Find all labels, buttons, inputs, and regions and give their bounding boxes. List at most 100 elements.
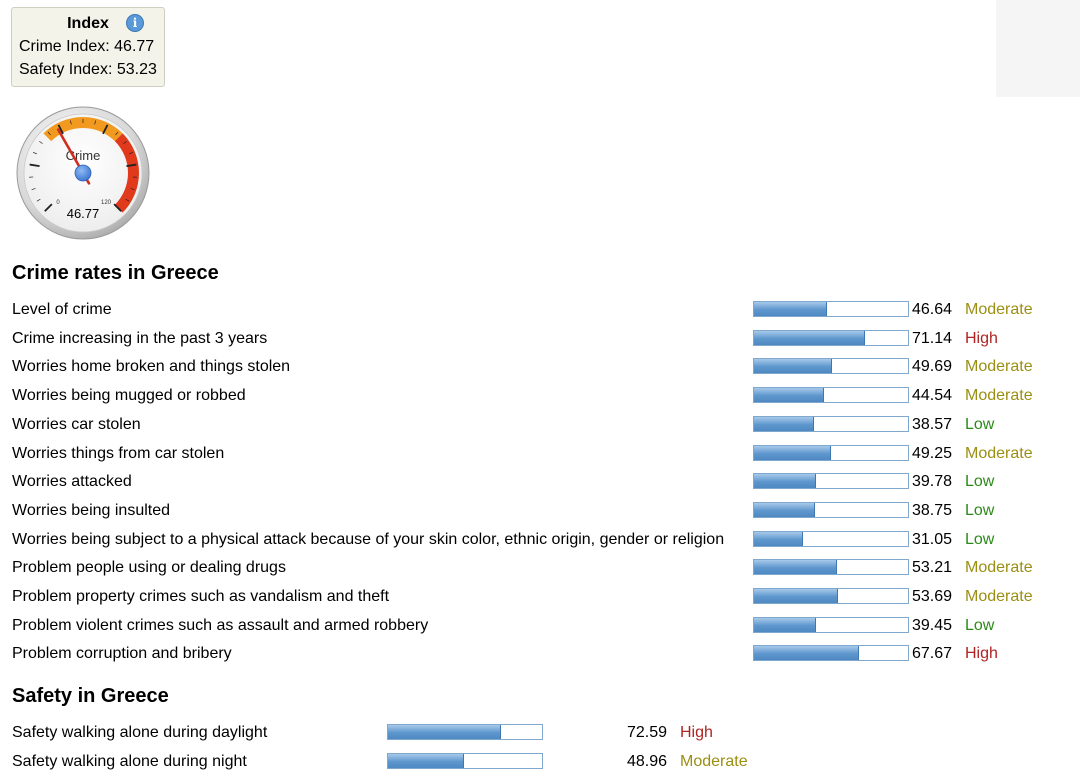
index-summary-box: Index i Crime Index: 46.77 Safety Index:… [11,7,165,87]
metric-level: Low [965,415,995,433]
gauge-minor-tick [130,188,135,191]
gauge-major-tick [44,203,53,212]
crime-rate-row: Problem violent crimes such as assault a… [12,615,1072,637]
metric-value: 48.96 [627,753,668,770]
metric-value: 31.05 [912,530,953,548]
metric-bar [753,444,909,461]
safety-index-value: 53.23 [116,61,157,78]
gauge-major-tick [113,203,122,212]
crime-rate-row: Worries attacked 39.78 Low [12,471,1072,493]
crime-rate-row: Worries car stolen 38.57 Low [12,414,1072,436]
crime-rate-row: Problem corruption and bribery 67.67 High [12,643,1072,665]
metric-label: Worries home broken and things stolen [12,358,291,376]
crime-rate-row: Level of crime 46.64 Moderate [12,299,1072,321]
gauge-minor-tick [31,188,36,191]
crime-rate-row: Worries things from car stolen 49.25 Moder… [12,443,1072,465]
metric-label: Problem property crimes such as vandalis… [12,588,390,605]
metric-bar-fill [388,754,465,768]
metric-level: Low [965,530,995,548]
crime-rate-row: Worries home broken and things stolen 49.… [12,356,1072,378]
gauge-minor-tick [70,120,72,125]
metric-level: Low [965,616,995,634]
metric-bar [753,387,909,404]
crime-index-row: Crime Index: 46.77 [19,35,164,58]
metric-bar-fill [754,474,817,489]
crime-rates-heading: Crime rates in Greece [12,262,219,284]
metric-bar [753,645,909,662]
metric-level: High [965,329,998,347]
metric-bar-fill [754,560,837,575]
metric-bar [753,559,909,576]
gauge-minor-tick [125,198,130,202]
metric-bar-fill [754,646,860,661]
metric-label: Level of crime [12,301,112,318]
crime-rate-row: Worries being subject to a physical atta… [12,529,1072,551]
metric-bar [753,501,909,518]
metric-bar [753,473,909,490]
metric-bar-fill [754,617,816,632]
metric-level: High [965,645,998,663]
metric-level: Moderate [965,301,1033,318]
gauge-hub [74,164,92,182]
metric-bar-fill [754,388,824,403]
metric-label: Safety walking alone during night [12,753,247,770]
gauge-major-tick [57,124,64,135]
crime-rate-row: Problem people using or dealing drugs 53.… [12,557,1072,579]
metric-level: Moderate [965,358,1033,376]
crime-rate-row: Worries being insulted 38.75 Low [12,500,1072,522]
metric-bar-fill [388,725,501,739]
gauge-major-tick [29,163,40,168]
metric-level: Moderate [680,753,748,770]
gauge-major-tick [126,163,137,168]
metric-value: 38.57 [912,415,953,433]
gauge-minor-tick [94,120,96,125]
safety-index-row: Safety Index: 53.23 [19,58,164,81]
metric-bar-fill [754,531,803,546]
metric-bar [387,724,543,740]
metric-bar [753,358,909,375]
metric-level: High [680,724,713,741]
gauge-min-label: 0 [56,200,60,206]
metric-value: 72.59 [627,724,668,741]
gauge-minor-tick [47,131,51,136]
crime-rate-row: Problem property crimes such as vandalis… [12,586,1072,608]
crime-rate-row: Crime increasing in the past 3 years 71.1… [12,328,1072,350]
metric-bar-fill [754,589,838,603]
metric-bar [753,530,909,547]
safety-row: Safety walking alone during daylight 72.5… [12,722,1072,744]
metric-label: Worries being insulted [12,501,171,519]
metric-bar [753,415,909,432]
gauge-minor-tick [115,131,119,136]
gauge-band-0 [43,117,123,142]
metric-label: Worries car stolen [12,415,141,433]
metric-level: Moderate [965,444,1033,462]
metric-bar [753,301,909,317]
metric-level: Low [965,501,995,519]
safety-heading: Safety in Greece [12,685,169,707]
metric-label: Worries things from car stolen [12,444,225,462]
metric-bar-fill [754,445,831,460]
info-icon[interactable]: i [126,14,144,32]
metric-value: 53.21 [912,559,953,577]
metric-label: Problem people using or dealing drugs [12,559,286,577]
metric-label: Worries attacked [12,473,132,491]
metric-value: 44.54 [912,387,953,405]
metric-level: Moderate [965,559,1033,577]
gauge-minor-tick [123,140,127,144]
gauge-minor-tick [129,152,134,155]
metric-label: Safety walking alone during daylight [12,724,268,741]
gauge-max-label: 120 [101,200,112,206]
metric-value: 39.78 [912,473,953,491]
metric-level: Moderate [965,588,1033,605]
index-title: Index [67,15,109,32]
metric-bar [753,616,909,633]
metric-value: 46.64 [912,301,953,318]
metric-bar [753,588,909,604]
metric-value: 39.45 [912,616,953,634]
metric-value: 49.69 [912,358,953,376]
safety-row: Safety walking alone during night 48.96 Mo… [12,751,1072,773]
metric-bar-fill [754,416,815,431]
metric-value: 71.14 [912,329,953,347]
crime-index-label: Crime Index: [19,38,110,55]
metric-bar-fill [754,302,827,316]
